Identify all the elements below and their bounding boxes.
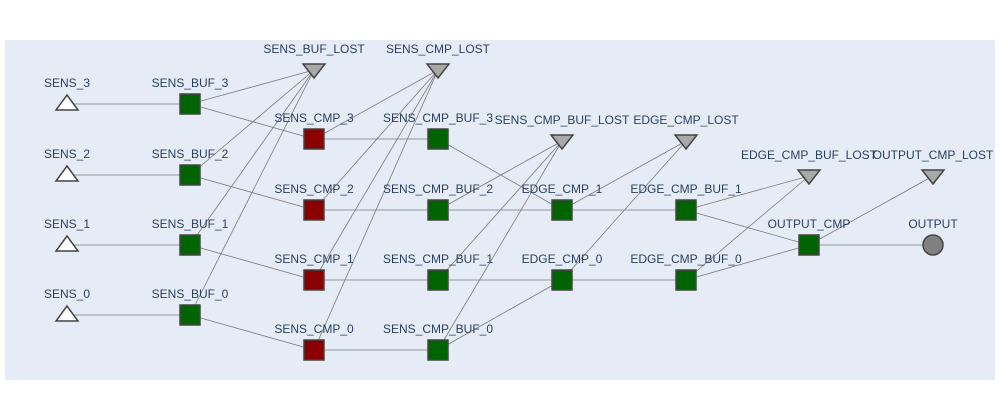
edge-sens-buf-1-to-sens-buf-lost [189,69,315,246]
node-label-edge-cmp-buf-1: EDGE_CMP_BUF_1 [630,182,742,196]
edge-edge-cmp-0-to-edge-cmp-lost [561,140,687,281]
edge-edge-cmp-buf-1-to-edge-cmp-buf-lost [685,175,810,211]
node-edge-cmp-buf-lost[interactable] [796,169,822,186]
node-label-sens-cmp-0: SENS_CMP_0 [274,322,354,336]
node-label-edge-cmp-buf-0: EDGE_CMP_BUF_0 [630,252,742,266]
node-sens-1[interactable] [54,234,80,252]
node-edge-cmp-lost[interactable] [673,134,699,151]
node-label-sens-cmp-buf-0: SENS_CMP_BUF_0 [383,322,493,336]
edge-sens-cmp-3-to-sens-cmp-lost [313,69,439,140]
node-edge-cmp-buf-0[interactable] [675,269,697,291]
edge-edge-cmp-buf-0-to-edge-cmp-buf-lost [685,175,810,281]
edge-sens-buf-3-to-sens-cmp-3 [189,103,315,140]
edge-sens-buf-2-to-sens-buf-lost [189,69,315,176]
node-label-edge-cmp-1: EDGE_CMP_1 [522,182,603,196]
node-label-sens-buf-3: SENS_BUF_3 [152,76,229,90]
node-label-sens-cmp-1: SENS_CMP_1 [274,252,354,266]
edge-sens-cmp-0-to-sens-cmp-lost [313,69,439,351]
node-label-sens-buf-1: SENS_BUF_1 [152,217,229,231]
node-sens-cmp-2[interactable] [303,199,325,221]
node-sens-cmp-buf-1[interactable] [427,269,449,291]
node-sens-cmp-buf-lost[interactable] [549,134,575,151]
edge-sens-cmp-2-to-sens-cmp-lost [313,69,439,211]
edge-sens-cmp-buf-1-to-sens-cmp-buf-lost [437,140,563,281]
node-output-cmp-lost[interactable] [920,169,946,186]
node-edge-cmp-1[interactable] [551,199,573,221]
edge-sens-cmp-buf-3-to-edge-cmp-1 [437,138,563,211]
node-sens-cmp-3[interactable] [303,128,325,150]
node-label-sens-cmp-buf-lost: SENS_CMP_BUF_LOST [495,113,630,127]
labels-layer: SENS_3 SENS_2 SENS_1 SENS_0 SENS_BUF_3 SENS_B… [44,42,994,336]
node-sens-buf-2[interactable] [179,164,201,186]
node-label-sens-cmp-buf-2: SENS_CMP_BUF_2 [383,182,493,196]
node-sens-buf-lost[interactable] [301,63,327,80]
node-label-sens-1: SENS_1 [44,217,90,231]
node-sens-0[interactable] [54,304,80,322]
node-edge-cmp-0[interactable] [551,269,573,291]
node-label-sens-cmp-3: SENS_CMP_3 [274,111,354,125]
node-label-sens-3: SENS_3 [44,76,90,90]
edge-edge-cmp-1-to-edge-cmp-lost [561,140,687,211]
edges-layer [67,69,934,351]
edge-sens-cmp-buf-2-to-sens-cmp-buf-lost [437,140,563,211]
edge-sens-cmp-buf-0-to-edge-cmp-0 [437,279,563,351]
node-label-sens-cmp-2: SENS_CMP_2 [274,182,354,196]
edge-sens-cmp-1-to-sens-cmp-lost [313,69,439,281]
edge-sens-buf-3-to-sens-buf-lost [189,69,315,105]
node-edge-cmp-buf-1[interactable] [675,199,697,221]
node-label-sens-cmp-buf-3: SENS_CMP_BUF_3 [383,111,493,125]
node-sens-cmp-0[interactable] [303,339,325,361]
node-sens-cmp-buf-0[interactable] [427,339,449,361]
node-sens-cmp-buf-3[interactable] [427,128,449,150]
edge-output-cmp-to-output-cmp-lost [808,175,934,246]
node-label-sens-buf-lost: SENS_BUF_LOST [263,42,365,56]
node-label-edge-cmp-0: EDGE_CMP_0 [522,252,603,266]
node-sens-buf-1[interactable] [179,234,201,256]
node-label-output: OUTPUT [908,217,958,231]
node-sens-buf-0[interactable] [179,304,201,326]
node-label-output-cmp: OUTPUT_CMP [768,217,851,231]
node-label-output-cmp-lost: OUTPUT_CMP_LOST [873,148,994,162]
edge-sens-buf-1-to-sens-cmp-1 [189,244,315,281]
edge-edge-cmp-buf-0-to-output-cmp [685,244,810,281]
edge-sens-cmp-buf-0-to-sens-cmp-buf-lost [437,140,563,351]
node-sens-2[interactable] [54,164,80,182]
node-sens-buf-3[interactable] [179,93,201,115]
node-output-cmp[interactable] [798,234,820,256]
node-label-sens-cmp-lost: SENS_CMP_LOST [386,42,491,56]
node-label-sens-2: SENS_2 [44,147,90,161]
node-label-edge-cmp-lost: EDGE_CMP_LOST [633,113,739,127]
node-sens-3[interactable] [54,93,80,111]
node-output[interactable] [922,234,944,256]
node-label-sens-buf-0: SENS_BUF_0 [152,287,229,301]
node-sens-cmp-buf-2[interactable] [427,199,449,221]
edge-sens-buf-0-to-sens-buf-lost [189,69,315,316]
edge-sens-buf-0-to-sens-cmp-0 [189,314,315,351]
node-label-sens-cmp-buf-1: SENS_CMP_BUF_1 [383,252,493,266]
nodes-layer [54,63,946,361]
node-sens-cmp-1[interactable] [303,269,325,291]
node-label-sens-buf-2: SENS_BUF_2 [152,147,229,161]
node-sens-cmp-lost[interactable] [425,63,451,80]
node-label-edge-cmp-buf-lost: EDGE_CMP_BUF_LOST [741,148,878,162]
node-label-sens-0: SENS_0 [44,287,90,301]
